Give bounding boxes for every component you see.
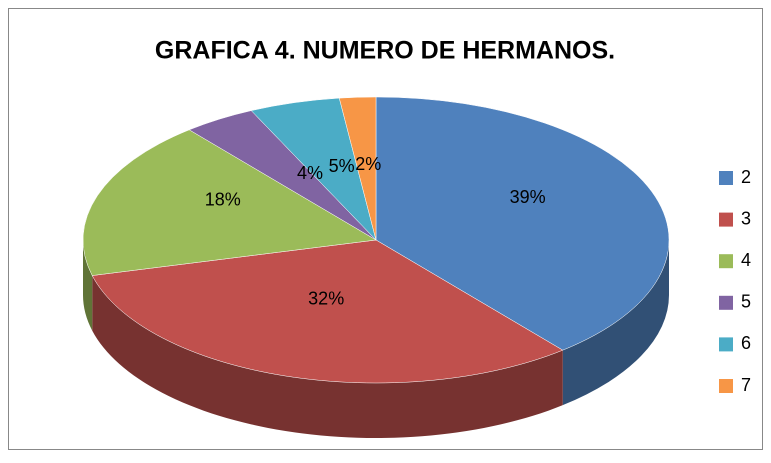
legend-swatch [719, 379, 733, 393]
chart-title: GRAFICA 4. NUMERO DE HERMANOS. [155, 37, 615, 65]
legend-label: 5 [741, 292, 751, 312]
legend-label: 2 [741, 167, 751, 187]
legend-swatch [719, 171, 733, 185]
legend-swatch [719, 254, 733, 269]
pie-side [83, 240, 93, 331]
pie-side [92, 275, 563, 438]
legend-label: 4 [741, 250, 751, 270]
data-label: 2% [355, 154, 381, 174]
legend-swatch [719, 295, 733, 310]
data-label: 32% [308, 289, 344, 309]
pie-slice [375, 96, 670, 351]
pie-slice [338, 96, 377, 241]
legend-swatch [719, 212, 733, 227]
legend-swatch [719, 337, 733, 352]
legend-label: 3 [741, 208, 751, 228]
data-label: 18% [205, 189, 241, 209]
pie-slice [82, 129, 377, 276]
legend-label: 7 [741, 375, 751, 395]
data-label: 5% [329, 156, 355, 176]
data-label: 4% [297, 163, 323, 183]
pie-slice [91, 239, 564, 384]
data-label: 39% [510, 187, 546, 207]
legend-label: 6 [741, 333, 751, 353]
